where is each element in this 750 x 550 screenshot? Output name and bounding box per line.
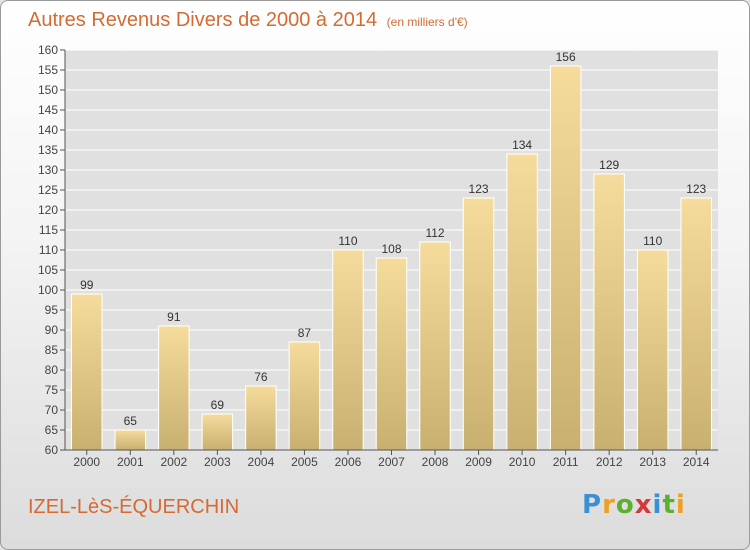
chart-unit: (en milliers d'€) bbox=[386, 15, 468, 29]
x-tick-label: 2003 bbox=[204, 455, 231, 469]
x-tick-label: 2009 bbox=[465, 455, 492, 469]
bar bbox=[506, 153, 538, 451]
chart-title-text: Autres Revenus Divers de 2000 à 2014 bbox=[28, 9, 378, 31]
bar bbox=[114, 429, 147, 451]
bar bbox=[245, 385, 277, 451]
logo-letter: P bbox=[582, 490, 603, 520]
y-tick-label: 155 bbox=[38, 63, 58, 77]
y-tick-label: 75 bbox=[45, 383, 59, 397]
bar bbox=[462, 197, 495, 451]
x-tick-label: 2000 bbox=[73, 455, 100, 469]
y-tick-label: 150 bbox=[38, 83, 58, 97]
y-tick-label: 80 bbox=[45, 363, 59, 377]
bar-value-label: 156 bbox=[556, 50, 576, 64]
y-tick-label: 110 bbox=[39, 243, 58, 257]
y-tick-label: 120 bbox=[38, 203, 58, 217]
y-tick-label: 145 bbox=[38, 103, 58, 117]
bar-value-label: 129 bbox=[599, 158, 619, 172]
bar-value-label: 99 bbox=[80, 278, 94, 292]
x-tick-label: 2006 bbox=[335, 455, 362, 469]
bar-value-label: 65 bbox=[124, 414, 138, 428]
x-tick-label: 2005 bbox=[291, 455, 318, 469]
bar bbox=[419, 241, 451, 451]
y-tick-label: 70 bbox=[45, 403, 59, 417]
bar-value-label: 76 bbox=[254, 370, 268, 384]
proxiti-logo[interactable]: Proxiti bbox=[582, 490, 686, 520]
x-tick-label: 2012 bbox=[596, 455, 623, 469]
bar bbox=[332, 249, 364, 451]
x-tick-label: 2002 bbox=[160, 455, 187, 469]
y-tick-label: 115 bbox=[39, 223, 58, 237]
bar bbox=[158, 325, 190, 451]
bar bbox=[680, 197, 712, 451]
bar-value-label: 87 bbox=[298, 326, 312, 340]
x-tick-label: 2004 bbox=[248, 455, 275, 469]
y-tick-label: 95 bbox=[45, 303, 59, 317]
y-tick-label: 65 bbox=[45, 423, 59, 437]
bar-value-label: 123 bbox=[686, 182, 706, 196]
y-tick-label: 160 bbox=[38, 43, 58, 57]
bar-value-label: 110 bbox=[643, 234, 662, 248]
x-tick-label: 2014 bbox=[683, 455, 710, 469]
bar bbox=[375, 257, 408, 451]
bar bbox=[71, 293, 103, 451]
logo-letter: i bbox=[652, 490, 663, 520]
y-tick-label: 60 bbox=[45, 443, 59, 457]
bar-value-label: 112 bbox=[425, 226, 444, 240]
bar-value-label: 123 bbox=[469, 182, 489, 196]
logo-letter: x bbox=[634, 490, 653, 520]
x-tick-label: 2007 bbox=[378, 455, 405, 469]
bar-value-label: 91 bbox=[167, 310, 181, 324]
commune-name: IZEL-LèS-ÉQUERCHIN bbox=[28, 496, 240, 518]
bar bbox=[636, 249, 669, 451]
bar-value-label: 134 bbox=[512, 138, 532, 152]
bar-value-label: 110 bbox=[338, 234, 357, 248]
y-tick-label: 85 bbox=[45, 343, 59, 357]
bar bbox=[549, 65, 582, 451]
y-tick-label: 130 bbox=[38, 163, 58, 177]
y-tick-label: 100 bbox=[38, 283, 58, 297]
chart-title: Autres Revenus Divers de 2000 à 2014 (en… bbox=[28, 9, 468, 32]
y-tick-label: 125 bbox=[38, 183, 58, 197]
x-tick-label: 2001 bbox=[117, 455, 144, 469]
y-tick-label: 90 bbox=[45, 323, 59, 337]
bar-value-label: 108 bbox=[381, 242, 401, 256]
y-tick-label: 105 bbox=[38, 263, 58, 277]
x-tick-label: 2011 bbox=[553, 455, 579, 469]
bar bbox=[201, 413, 234, 451]
bar bbox=[288, 341, 321, 451]
logo-letter: r bbox=[602, 490, 616, 520]
x-tick-label: 2010 bbox=[509, 455, 536, 469]
y-tick-label: 140 bbox=[38, 123, 58, 137]
y-tick-label: 135 bbox=[38, 143, 58, 157]
logo-letter: t bbox=[662, 490, 676, 520]
x-tick-label: 2008 bbox=[422, 455, 449, 469]
logo-letter: i bbox=[675, 490, 686, 520]
bar-value-label: 69 bbox=[211, 398, 225, 412]
bar bbox=[593, 173, 625, 451]
x-tick-label: 2013 bbox=[639, 455, 666, 469]
logo-letter: o bbox=[615, 490, 635, 520]
